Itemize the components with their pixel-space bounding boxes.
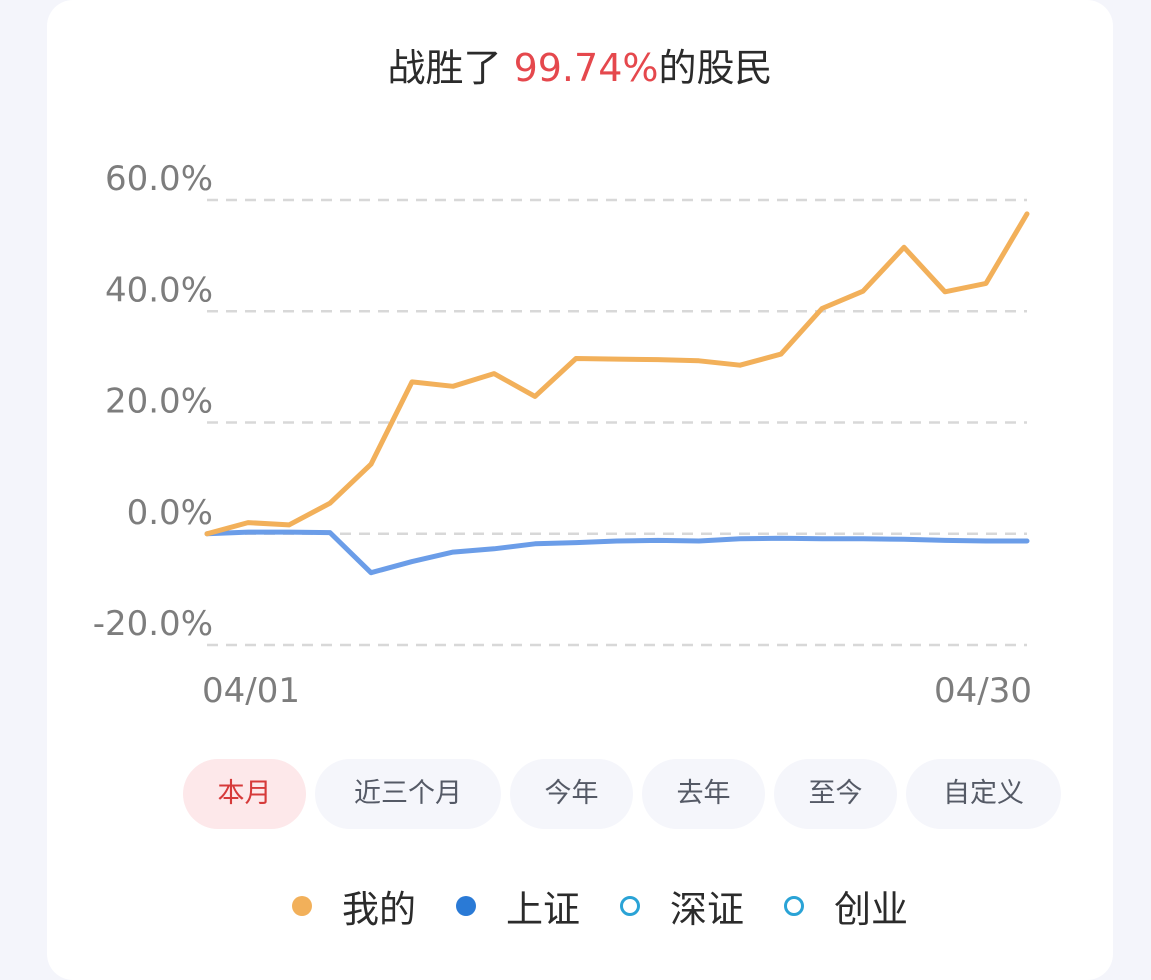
legend-item-mine[interactable]: 我的 [292, 879, 416, 933]
legend-dot-mine [292, 896, 312, 916]
range-selector: 本月 近三个月 今年 去年 至今 自定义 [183, 759, 1061, 829]
legend-item-chinext[interactable]: 创业 [784, 879, 908, 933]
range-last-year[interactable]: 去年 [642, 759, 765, 829]
legend-label-shanghai: 上证 [506, 888, 580, 931]
legend-label-shenzhen: 深证 [670, 888, 744, 931]
y-tick-label: 20.0% [105, 382, 213, 422]
title-prefix: 战胜了 [387, 46, 514, 90]
legend-dot-chinext [784, 896, 804, 916]
return-chart: 60.0% 40.0% 20.0% 0.0% -20.0% 04/01 04/30 [93, 159, 1032, 711]
x-tick-label: 04/01 [202, 671, 300, 711]
legend-item-shenzhen[interactable]: 深证 [620, 879, 744, 933]
series-line-上证 [204, 529, 1030, 576]
y-tick-label: 60.0% [105, 159, 213, 199]
title-suffix: 的股民 [658, 46, 773, 90]
series-line-我的 [204, 211, 1030, 537]
legend-dot-shanghai [456, 896, 476, 916]
legend-dot-shenzhen [620, 896, 640, 916]
y-tick-label: -20.0% [93, 604, 213, 644]
range-this-year[interactable]: 今年 [510, 759, 633, 829]
legend-label-mine: 我的 [342, 888, 416, 931]
range-this-month[interactable]: 本月 [183, 759, 306, 829]
y-tick-label: 40.0% [105, 270, 213, 310]
range-to-date[interactable]: 至今 [774, 759, 897, 829]
range-custom[interactable]: 自定义 [906, 759, 1061, 829]
legend-label-chinext: 创业 [834, 888, 908, 931]
y-tick-label: 0.0% [127, 493, 213, 533]
chart-title: 战胜了 99.74%的股民 [47, 38, 1113, 98]
title-percent: 99.74% [513, 46, 659, 90]
x-tick-label: 04/30 [934, 671, 1032, 711]
legend-item-shanghai[interactable]: 上证 [456, 879, 580, 933]
performance-card: 战胜了 99.74%的股民 60.0% 40.0% 20.0% 0.0% -20.0% 0… [47, 0, 1113, 980]
legend: 我的 上证 深证 创业 [292, 878, 948, 934]
range-three-months[interactable]: 近三个月 [315, 759, 501, 829]
